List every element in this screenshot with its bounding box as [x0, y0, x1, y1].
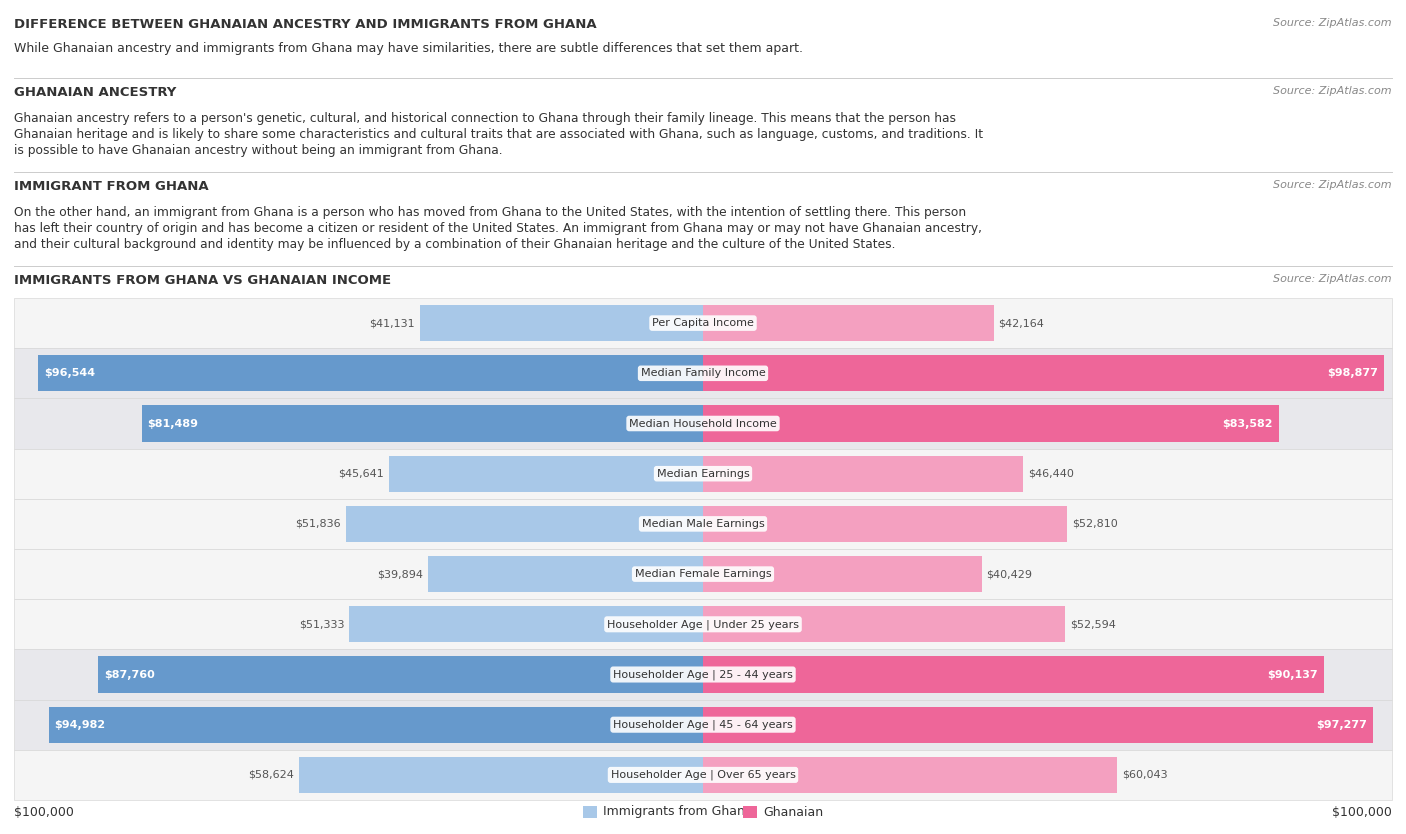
Bar: [419, 305, 703, 341]
Bar: [14, 499, 1392, 549]
Bar: [349, 606, 703, 642]
Text: Source: ZipAtlas.com: Source: ZipAtlas.com: [1274, 180, 1392, 190]
Bar: [703, 305, 994, 341]
Text: $60,043: $60,043: [1122, 770, 1167, 780]
Text: $81,489: $81,489: [148, 419, 198, 429]
Bar: [703, 606, 1066, 642]
Text: $52,594: $52,594: [1070, 620, 1116, 630]
Text: $40,429: $40,429: [987, 569, 1032, 579]
Text: $100,000: $100,000: [1331, 806, 1392, 818]
Text: Householder Age | 45 - 64 years: Householder Age | 45 - 64 years: [613, 720, 793, 730]
Bar: [14, 549, 1392, 599]
Bar: [14, 399, 1392, 449]
Bar: [703, 556, 981, 592]
Text: $42,164: $42,164: [998, 318, 1045, 328]
Text: Immigrants from Ghana: Immigrants from Ghana: [603, 806, 752, 818]
Text: $39,894: $39,894: [377, 569, 423, 579]
Bar: [49, 706, 703, 743]
Bar: [703, 506, 1067, 542]
Text: Ghanaian heritage and is likely to share some characteristics and cultural trait: Ghanaian heritage and is likely to share…: [14, 128, 983, 141]
Text: Median Family Income: Median Family Income: [641, 369, 765, 379]
Text: $51,836: $51,836: [295, 519, 340, 529]
Bar: [703, 706, 1374, 743]
Bar: [14, 449, 1392, 499]
Text: $100,000: $100,000: [14, 806, 75, 818]
Text: Median Earnings: Median Earnings: [657, 469, 749, 479]
Text: While Ghanaian ancestry and immigrants from Ghana may have similarities, there a: While Ghanaian ancestry and immigrants f…: [14, 42, 803, 55]
Bar: [14, 650, 1392, 700]
Bar: [14, 750, 1392, 800]
Text: DIFFERENCE BETWEEN GHANAIAN ANCESTRY AND IMMIGRANTS FROM GHANA: DIFFERENCE BETWEEN GHANAIAN ANCESTRY AND…: [14, 18, 596, 31]
Text: $51,333: $51,333: [299, 620, 344, 630]
Text: has left their country of origin and has become a citizen or resident of the Uni: has left their country of origin and has…: [14, 222, 981, 235]
Text: $90,137: $90,137: [1267, 670, 1317, 680]
Text: $96,544: $96,544: [44, 369, 96, 379]
Text: $41,131: $41,131: [368, 318, 415, 328]
Text: Householder Age | 25 - 44 years: Householder Age | 25 - 44 years: [613, 669, 793, 680]
Text: Median Female Earnings: Median Female Earnings: [634, 569, 772, 579]
Text: GHANAIAN ANCESTRY: GHANAIAN ANCESTRY: [14, 86, 176, 99]
Text: Householder Age | Over 65 years: Householder Age | Over 65 years: [610, 770, 796, 780]
Bar: [98, 656, 703, 692]
Text: IMMIGRANTS FROM GHANA VS GHANAIAN INCOME: IMMIGRANTS FROM GHANA VS GHANAIAN INCOME: [14, 274, 391, 287]
Text: IMMIGRANT FROM GHANA: IMMIGRANT FROM GHANA: [14, 180, 208, 193]
Bar: [703, 405, 1279, 441]
Text: $52,810: $52,810: [1071, 519, 1118, 529]
Bar: [703, 756, 1116, 793]
Text: $46,440: $46,440: [1028, 469, 1074, 479]
Bar: [742, 806, 756, 818]
Bar: [346, 506, 703, 542]
Text: $98,877: $98,877: [1327, 369, 1378, 379]
Bar: [299, 756, 703, 793]
Bar: [14, 599, 1392, 650]
Text: $58,624: $58,624: [249, 770, 294, 780]
Text: $97,277: $97,277: [1316, 720, 1367, 730]
Text: Source: ZipAtlas.com: Source: ZipAtlas.com: [1274, 18, 1392, 28]
Bar: [703, 455, 1024, 492]
Bar: [703, 656, 1324, 692]
Bar: [38, 355, 703, 391]
Bar: [583, 806, 598, 818]
Text: Median Male Earnings: Median Male Earnings: [641, 519, 765, 529]
Text: Source: ZipAtlas.com: Source: ZipAtlas.com: [1274, 86, 1392, 96]
Bar: [429, 556, 703, 592]
Bar: [14, 298, 1392, 349]
Text: On the other hand, an immigrant from Ghana is a person who has moved from Ghana : On the other hand, an immigrant from Gha…: [14, 206, 966, 219]
Text: $87,760: $87,760: [104, 670, 155, 680]
Bar: [142, 405, 703, 441]
Bar: [388, 455, 703, 492]
Text: Ghanaian: Ghanaian: [763, 806, 823, 818]
Bar: [14, 700, 1392, 750]
Text: is possible to have Ghanaian ancestry without being an immigrant from Ghana.: is possible to have Ghanaian ancestry wi…: [14, 144, 502, 157]
Text: Householder Age | Under 25 years: Householder Age | Under 25 years: [607, 619, 799, 630]
Text: Per Capita Income: Per Capita Income: [652, 318, 754, 328]
Bar: [703, 355, 1385, 391]
Text: $45,641: $45,641: [337, 469, 384, 479]
Text: Source: ZipAtlas.com: Source: ZipAtlas.com: [1274, 274, 1392, 284]
Text: $94,982: $94,982: [55, 720, 105, 730]
Text: Median Household Income: Median Household Income: [628, 419, 778, 429]
Text: and their cultural background and identity may be influenced by a combination of: and their cultural background and identi…: [14, 238, 896, 251]
Text: $83,582: $83,582: [1222, 419, 1272, 429]
Text: Ghanaian ancestry refers to a person's genetic, cultural, and historical connect: Ghanaian ancestry refers to a person's g…: [14, 112, 956, 125]
Bar: [14, 349, 1392, 399]
